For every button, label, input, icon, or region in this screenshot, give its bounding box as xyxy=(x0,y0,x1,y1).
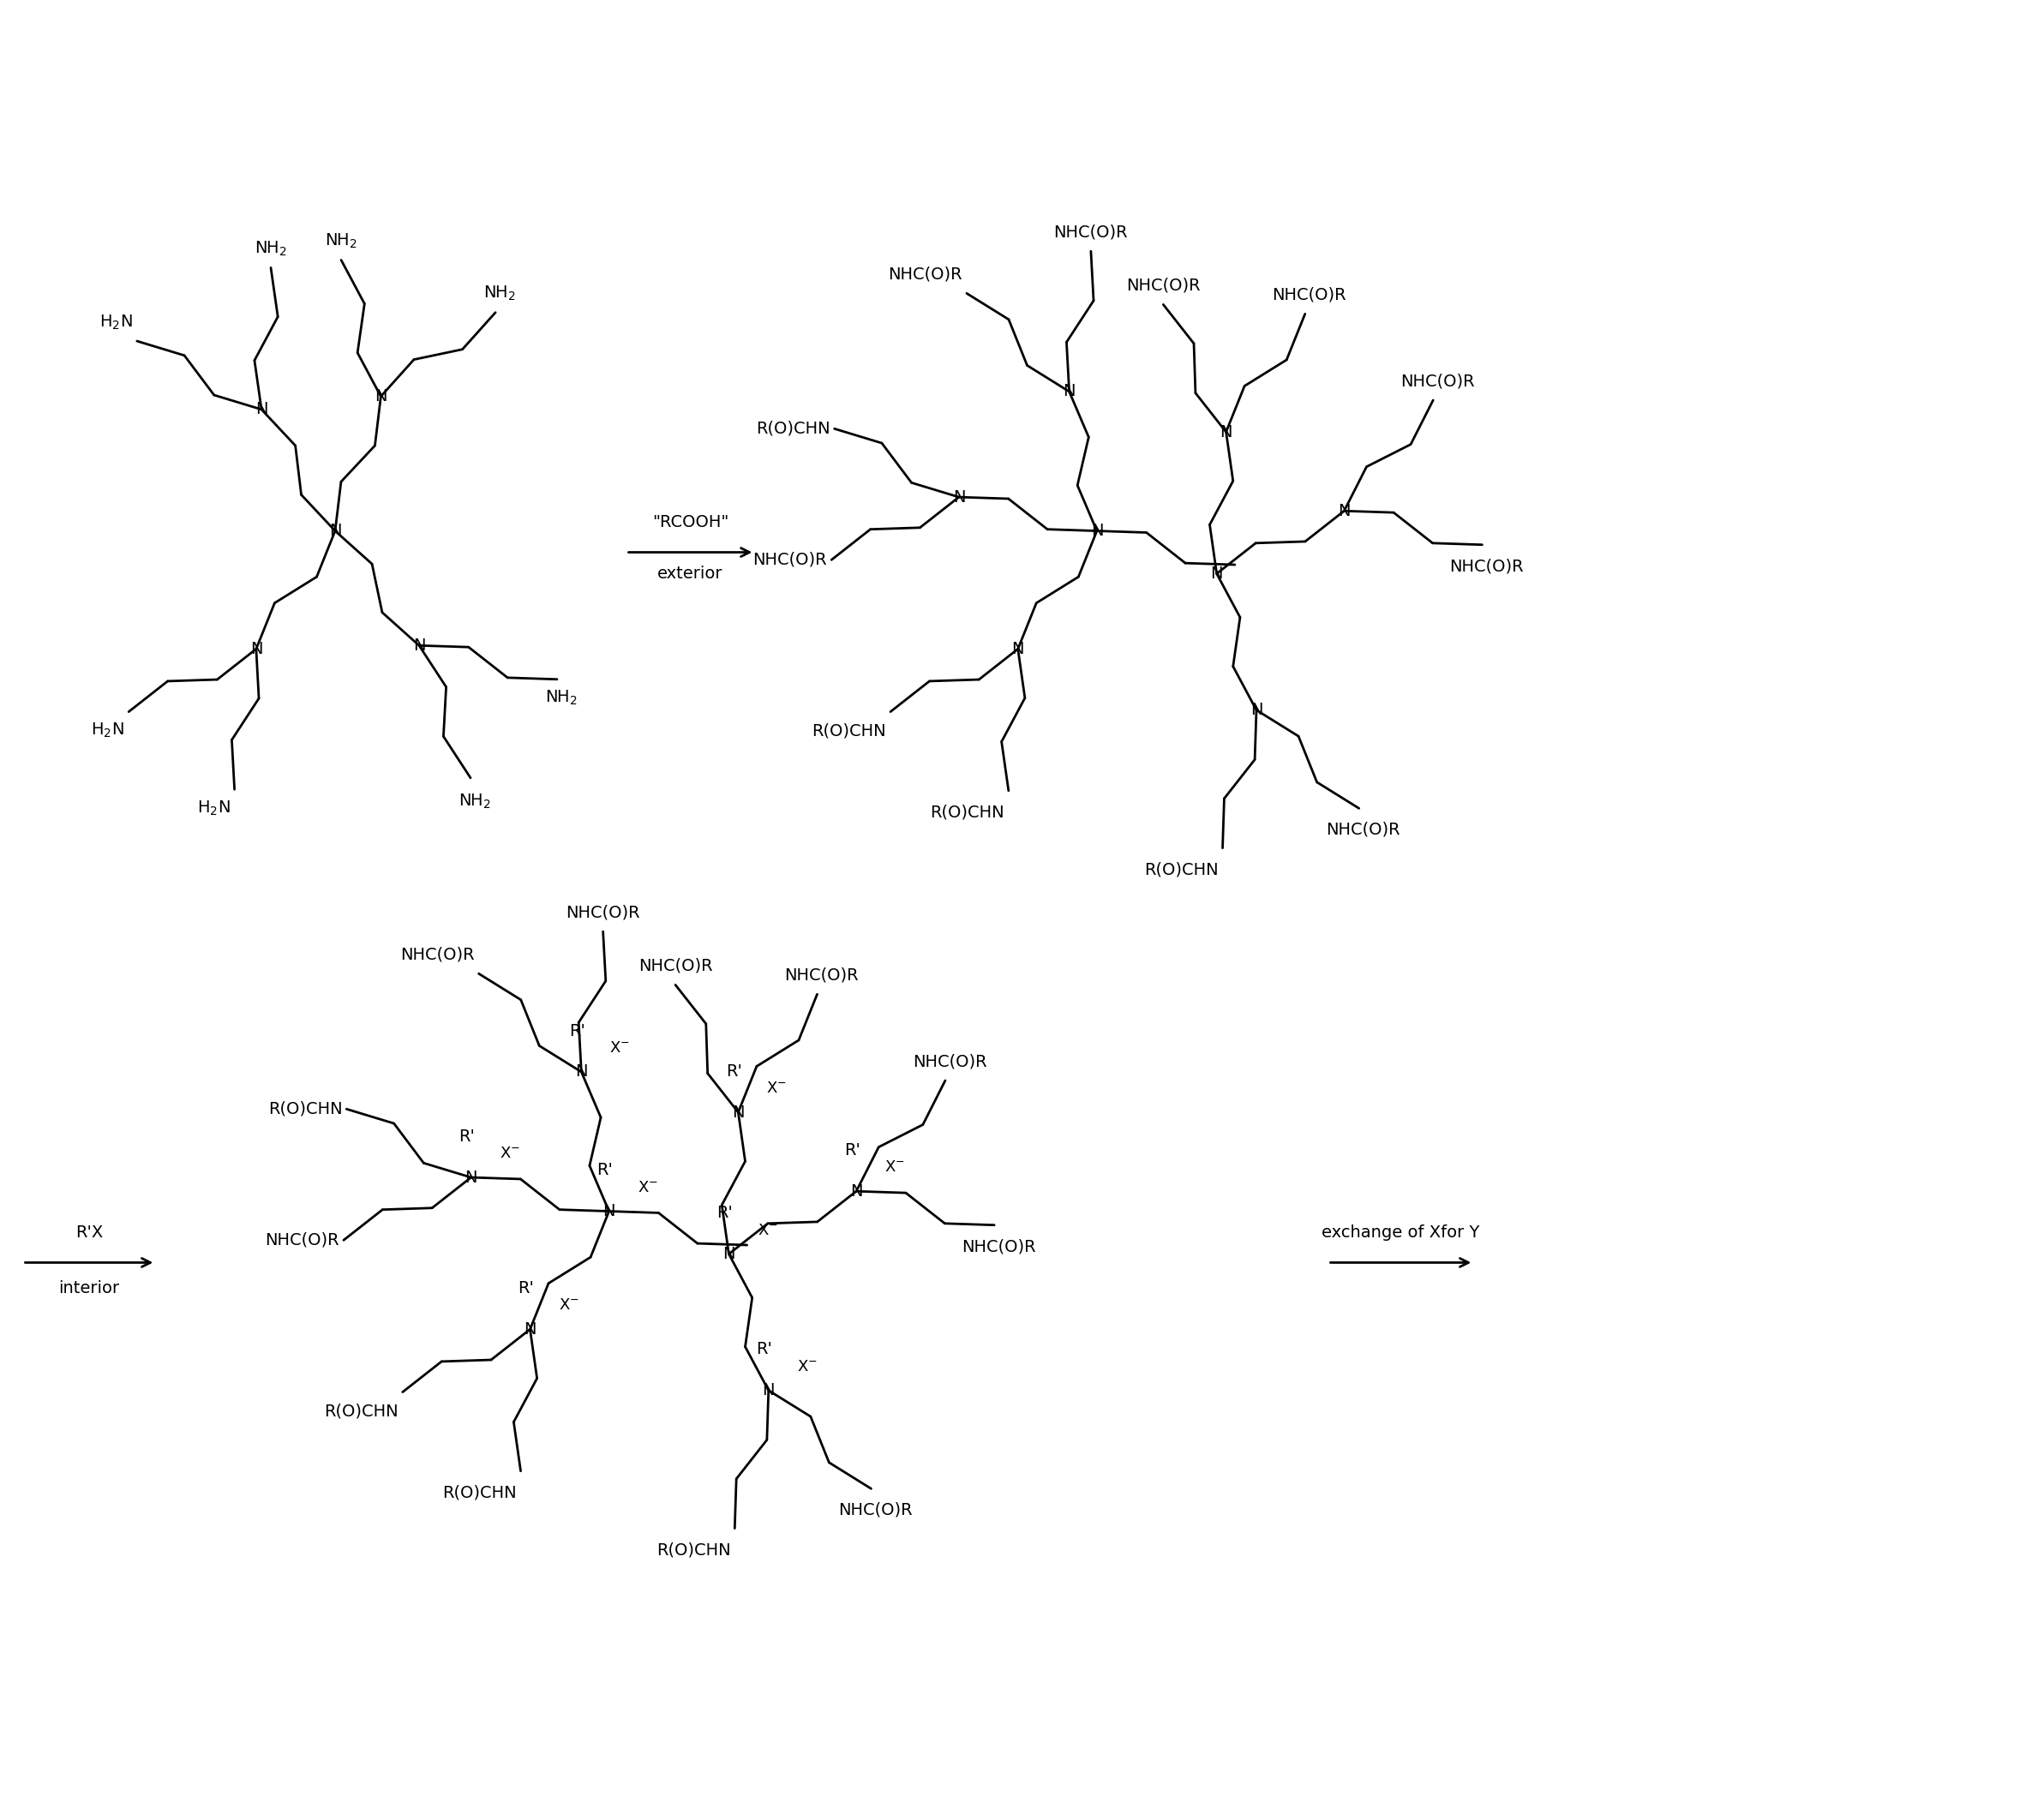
Text: N: N xyxy=(250,641,262,657)
Text: R(O)CHN: R(O)CHN xyxy=(1144,861,1219,877)
Text: NHC(O)R: NHC(O)R xyxy=(567,905,640,921)
Text: NHC(O)R: NHC(O)R xyxy=(1449,559,1524,575)
Text: R(O)CHN: R(O)CHN xyxy=(931,804,1004,821)
Text: NHC(O)R: NHC(O)R xyxy=(1126,278,1201,293)
Text: N: N xyxy=(329,522,341,539)
Text: N: N xyxy=(1012,641,1024,657)
Text: R': R' xyxy=(717,1205,734,1221)
Text: NHC(O)R: NHC(O)R xyxy=(961,1238,1036,1254)
Text: NHC(O)R: NHC(O)R xyxy=(400,946,475,963)
Text: "RCOOH": "RCOOH" xyxy=(652,515,729,530)
Text: N: N xyxy=(849,1183,862,1199)
Text: N: N xyxy=(412,637,425,653)
Text: NH$_2$: NH$_2$ xyxy=(545,690,577,708)
Text: NHC(O)R: NHC(O)R xyxy=(912,1054,988,1070)
Text: NHC(O)R: NHC(O)R xyxy=(1400,373,1475,389)
Text: NH$_2$: NH$_2$ xyxy=(325,233,358,251)
Text: NHC(O)R: NHC(O)R xyxy=(888,266,963,282)
Text: R': R' xyxy=(597,1161,614,1178)
Text: R(O)CHN: R(O)CHN xyxy=(268,1101,341,1117)
Text: NHC(O)R: NHC(O)R xyxy=(264,1232,339,1249)
Text: N: N xyxy=(1337,502,1351,519)
Text: X$^{-}$: X$^{-}$ xyxy=(610,1041,630,1056)
Text: NHC(O)R: NHC(O)R xyxy=(784,966,860,983)
Text: X$^{-}$: X$^{-}$ xyxy=(884,1159,904,1176)
Text: exchange of Xfor Y: exchange of Xfor Y xyxy=(1321,1225,1479,1241)
Text: R(O)CHN: R(O)CHN xyxy=(323,1403,398,1420)
Text: R': R' xyxy=(756,1341,772,1358)
Text: interior: interior xyxy=(59,1279,120,1296)
Text: NHC(O)R: NHC(O)R xyxy=(754,551,827,568)
Text: X$^{-}$: X$^{-}$ xyxy=(500,1147,520,1161)
Text: NH$_2$: NH$_2$ xyxy=(254,240,287,258)
Text: N: N xyxy=(524,1321,536,1338)
Text: X$^{-}$: X$^{-}$ xyxy=(559,1298,579,1312)
Text: R(O)CHN: R(O)CHN xyxy=(656,1542,729,1558)
Text: N: N xyxy=(256,400,268,417)
Text: R'X: R'X xyxy=(75,1225,104,1241)
Text: exterior: exterior xyxy=(658,566,723,582)
Text: R': R' xyxy=(569,1023,585,1039)
Text: X$^{-}$: X$^{-}$ xyxy=(766,1081,786,1096)
Text: N: N xyxy=(723,1247,736,1261)
Text: N: N xyxy=(1091,522,1103,539)
Text: NHC(O)R: NHC(O)R xyxy=(1272,288,1347,304)
Text: H$_2$N: H$_2$N xyxy=(91,721,124,739)
Text: N: N xyxy=(1063,384,1075,400)
Text: NHC(O)R: NHC(O)R xyxy=(638,957,713,974)
Text: N: N xyxy=(1219,424,1231,440)
Text: X$^{-}$: X$^{-}$ xyxy=(797,1360,817,1374)
Text: N: N xyxy=(465,1168,478,1185)
Text: R': R' xyxy=(843,1141,860,1158)
Text: R': R' xyxy=(518,1279,534,1296)
Text: N: N xyxy=(1250,703,1262,719)
Text: N: N xyxy=(1211,566,1223,582)
Text: NHC(O)R: NHC(O)R xyxy=(1327,821,1400,837)
Text: H$_2$N: H$_2$N xyxy=(197,799,230,817)
Text: R(O)CHN: R(O)CHN xyxy=(443,1485,516,1500)
Text: NHC(O)R: NHC(O)R xyxy=(1055,224,1128,240)
Text: N: N xyxy=(732,1105,744,1121)
Text: NH$_2$: NH$_2$ xyxy=(459,794,492,812)
Text: R(O)CHN: R(O)CHN xyxy=(813,723,886,739)
Text: N: N xyxy=(575,1063,587,1079)
Text: R': R' xyxy=(459,1128,475,1145)
Text: N: N xyxy=(604,1203,616,1219)
Text: R': R' xyxy=(725,1063,742,1079)
Text: NH$_2$: NH$_2$ xyxy=(484,284,516,302)
Text: H$_2$N: H$_2$N xyxy=(100,313,132,331)
Text: N: N xyxy=(762,1381,774,1398)
Text: X$^{-}$: X$^{-}$ xyxy=(758,1223,778,1238)
Text: N: N xyxy=(953,490,965,506)
Text: X$^{-}$: X$^{-}$ xyxy=(638,1179,658,1196)
Text: NHC(O)R: NHC(O)R xyxy=(839,1501,912,1518)
Text: N: N xyxy=(374,388,386,404)
Text: R(O)CHN: R(O)CHN xyxy=(756,420,831,437)
